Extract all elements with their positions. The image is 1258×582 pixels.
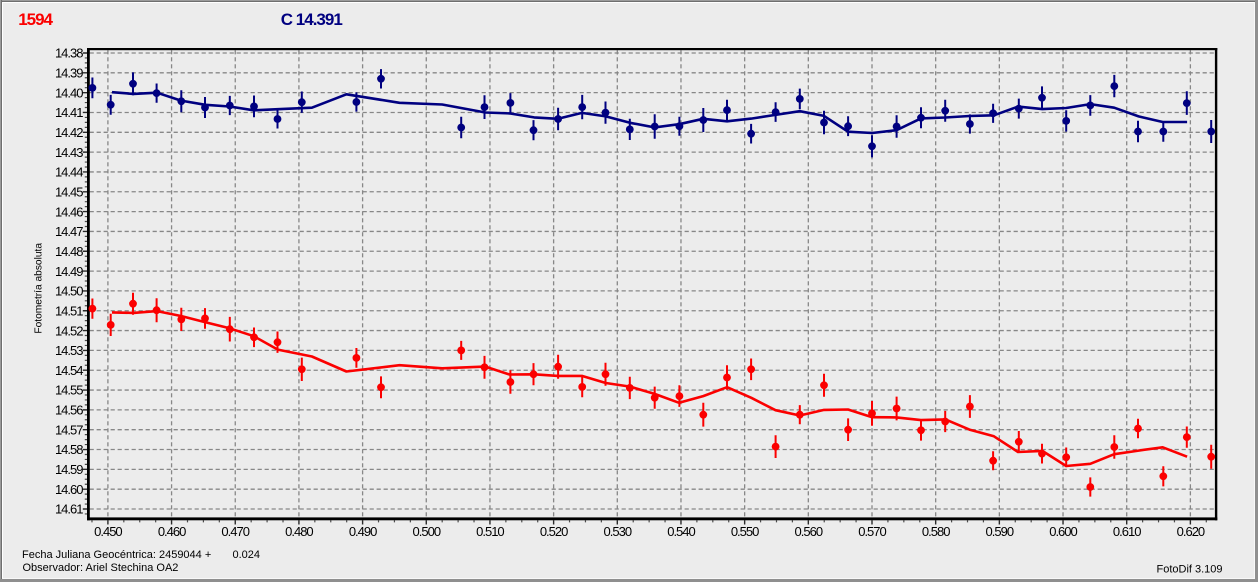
svg-text:C 14.391: C 14.391 <box>281 10 343 29</box>
svg-text:Fotometría absoluta: Fotometría absoluta <box>33 243 44 334</box>
svg-text:0.530: 0.530 <box>604 524 632 539</box>
svg-text:0.024: 0.024 <box>233 549 261 561</box>
svg-text:14.61: 14.61 <box>55 502 83 517</box>
svg-text:14.55: 14.55 <box>55 383 83 398</box>
svg-text:0.580: 0.580 <box>922 524 950 539</box>
svg-text:0.450: 0.450 <box>94 524 122 539</box>
svg-text:14.54: 14.54 <box>55 363 83 378</box>
svg-text:0.560: 0.560 <box>795 524 823 539</box>
svg-text:0.540: 0.540 <box>667 524 695 539</box>
svg-text:0.620: 0.620 <box>1177 524 1205 539</box>
svg-text:14.38: 14.38 <box>55 46 83 61</box>
svg-text:0.470: 0.470 <box>221 524 249 539</box>
svg-text:14.45: 14.45 <box>55 185 83 200</box>
svg-text:Observador: Ariel Stechina OA2: Observador: Ariel Stechina OA2 <box>23 562 179 574</box>
svg-text:14.39: 14.39 <box>55 66 83 81</box>
svg-text:14.53: 14.53 <box>55 343 83 358</box>
svg-text:FotoDif 3.109: FotoDif 3.109 <box>1157 564 1223 576</box>
svg-text:14.44: 14.44 <box>55 165 83 180</box>
svg-text:14.52: 14.52 <box>55 323 83 338</box>
svg-text:0.590: 0.590 <box>986 524 1014 539</box>
svg-text:Fecha Juliana Geocéntrica: 245: Fecha Juliana Geocéntrica: 2459044 + <box>22 549 211 561</box>
svg-text:0.460: 0.460 <box>158 524 186 539</box>
svg-text:14.60: 14.60 <box>55 482 83 497</box>
svg-text:0.520: 0.520 <box>540 524 568 539</box>
svg-text:14.43: 14.43 <box>55 145 83 160</box>
svg-text:14.58: 14.58 <box>55 442 83 457</box>
svg-text:0.510: 0.510 <box>476 524 504 539</box>
svg-text:14.48: 14.48 <box>55 244 83 259</box>
svg-text:14.47: 14.47 <box>55 224 83 239</box>
svg-text:14.40: 14.40 <box>55 85 83 100</box>
svg-text:0.610: 0.610 <box>1113 524 1141 539</box>
svg-text:1594: 1594 <box>18 10 53 29</box>
svg-text:0.600: 0.600 <box>1049 524 1077 539</box>
svg-text:0.500: 0.500 <box>413 524 441 539</box>
svg-text:14.46: 14.46 <box>55 204 83 219</box>
svg-text:14.59: 14.59 <box>55 462 83 477</box>
svg-text:14.51: 14.51 <box>55 303 83 318</box>
svg-text:14.41: 14.41 <box>55 105 83 120</box>
svg-text:0.570: 0.570 <box>858 524 886 539</box>
svg-text:0.480: 0.480 <box>285 524 313 539</box>
svg-text:14.57: 14.57 <box>55 422 83 437</box>
svg-text:14.49: 14.49 <box>55 264 83 279</box>
svg-text:0.550: 0.550 <box>731 524 759 539</box>
svg-text:14.50: 14.50 <box>55 284 83 299</box>
svg-text:14.56: 14.56 <box>55 403 83 418</box>
svg-text:14.42: 14.42 <box>55 125 83 140</box>
svg-text:0.490: 0.490 <box>349 524 377 539</box>
